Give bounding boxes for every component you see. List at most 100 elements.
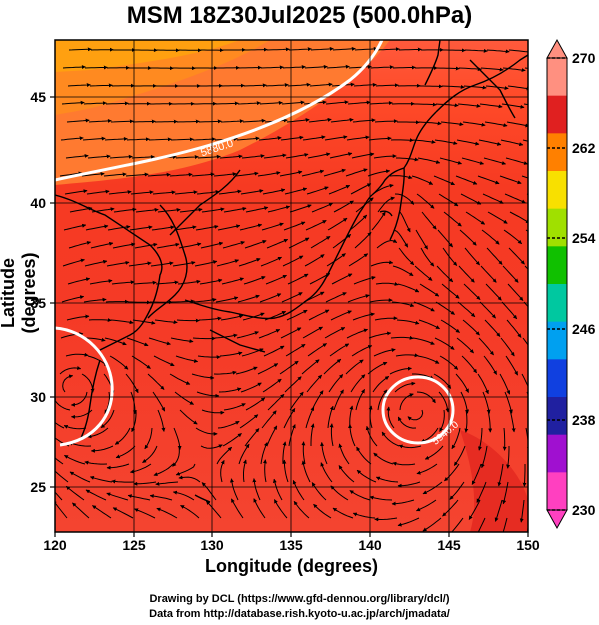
streamline — [216, 259, 239, 267]
streamline — [331, 273, 353, 285]
streamline — [197, 154, 221, 159]
streamline — [279, 360, 299, 375]
streamline — [197, 355, 221, 360]
streamline — [112, 507, 134, 519]
streamline — [301, 441, 306, 465]
streamline — [106, 260, 130, 267]
streamline — [85, 224, 109, 231]
streamline — [88, 118, 112, 123]
streamline — [175, 355, 199, 363]
streamline — [199, 278, 223, 285]
streamline — [485, 283, 502, 301]
streamline — [396, 157, 419, 162]
streamline — [440, 319, 460, 333]
streamline — [215, 101, 239, 106]
streamline — [69, 471, 91, 483]
streamline — [376, 47, 400, 52]
streamline — [349, 214, 368, 231]
streamline — [280, 135, 304, 141]
streamline — [213, 172, 237, 177]
streamline — [353, 275, 376, 285]
streamline — [262, 188, 286, 195]
grid-lines — [55, 40, 528, 532]
y-axis-label: Latitude (degrees) — [0, 252, 39, 334]
streamline — [113, 207, 137, 213]
streamline — [505, 157, 528, 165]
streamline — [415, 229, 429, 250]
streamline — [241, 154, 265, 159]
colorbar-segment — [547, 321, 567, 360]
streamline — [135, 207, 159, 213]
streamline — [458, 67, 482, 72]
x-axis-label: Longitude (degrees) — [204, 556, 378, 576]
streamline — [458, 265, 475, 283]
streamline — [205, 500, 222, 519]
streamline — [527, 356, 528, 357]
height-contours — [55, 40, 455, 447]
streamline — [487, 211, 508, 224]
streamline — [506, 446, 511, 469]
streamline — [109, 154, 133, 159]
x-tick-label: 120 — [43, 537, 67, 553]
streamline — [55, 491, 63, 501]
streamline — [262, 378, 282, 393]
streamline — [176, 318, 200, 323]
colorbar-label: 270 — [572, 50, 596, 66]
streamline — [477, 373, 489, 395]
streamline — [263, 153, 287, 159]
colorbar-segment — [547, 58, 567, 97]
streamline — [424, 445, 444, 460]
colorbar-top-arrow — [546, 38, 568, 59]
colorbar-segment — [547, 133, 567, 172]
streamline — [229, 478, 239, 501]
colorbar-segment — [547, 284, 567, 323]
streamline — [530, 284, 545, 301]
streamline — [213, 370, 237, 375]
streamline — [104, 391, 110, 414]
streamline — [320, 462, 333, 483]
streamline — [151, 225, 175, 231]
streamline — [201, 482, 217, 501]
colorbar-label: 246 — [572, 321, 596, 337]
streamline — [484, 319, 501, 337]
streamline — [421, 211, 437, 230]
streamline — [301, 169, 325, 177]
wind-streamlines — [55, 46, 545, 532]
streamline — [352, 512, 376, 519]
streamline — [527, 500, 528, 505]
streamline — [83, 101, 107, 106]
streamline — [355, 389, 366, 411]
streamline — [386, 406, 395, 429]
streamline — [84, 259, 108, 267]
streamline — [105, 101, 129, 106]
streamline — [436, 66, 460, 71]
streamline — [375, 282, 399, 286]
streamline — [262, 459, 267, 483]
colorbar-bottom-arrow — [546, 509, 568, 530]
streamline — [217, 224, 241, 231]
streamline — [420, 84, 443, 89]
streamline — [273, 499, 288, 519]
streamline — [396, 319, 420, 325]
streamline — [529, 320, 543, 338]
streamline — [309, 82, 333, 87]
streamline — [392, 461, 416, 466]
streamline — [178, 475, 201, 483]
streamline — [142, 445, 158, 464]
streamline — [351, 345, 373, 357]
streamline — [465, 211, 486, 225]
streamline — [109, 355, 129, 370]
streamline — [284, 376, 302, 393]
streamline — [389, 366, 412, 375]
x-tick-label: 140 — [358, 537, 382, 553]
streamline — [106, 463, 130, 470]
streamline — [172, 445, 180, 467]
streamline — [371, 211, 386, 231]
streamline — [352, 312, 375, 321]
streamline — [261, 222, 284, 231]
streamline — [156, 242, 180, 249]
streamline — [282, 65, 306, 70]
streamline — [191, 172, 215, 177]
streamline — [500, 337, 515, 357]
